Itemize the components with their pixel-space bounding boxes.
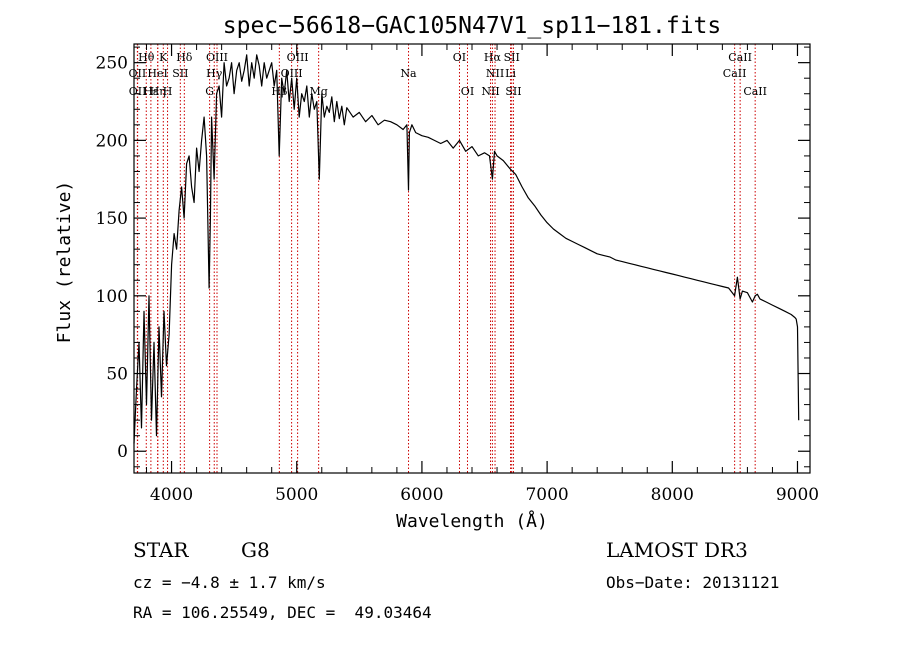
spectral-line-label: H (163, 85, 173, 98)
object-class: STAR (133, 538, 189, 562)
spectral-line-markers (136, 44, 756, 473)
observation-date: Obs−Date: 20131121 (606, 573, 780, 592)
redshift-value: cz = −4.8 ± 1.7 km/s (133, 573, 326, 592)
y-axis-ticks: 0 50 100 150 200 250 (96, 46, 810, 468)
x-tick-label: 7000 (525, 485, 568, 505)
spectral-line-label: Hε (143, 85, 159, 98)
spectral-line-label: OI (453, 51, 466, 64)
y-tick-label: 100 (96, 287, 128, 307)
spectral-line-label: NII (486, 67, 504, 80)
flux-series-line (133, 54, 800, 444)
spectral-line-label: SII (172, 67, 188, 80)
x-axis-label: Wavelength (Å) (396, 510, 548, 532)
spectral-line-label: HeI (147, 67, 167, 80)
survey-name: LAMOST DR3 (606, 538, 748, 562)
spectral-line-label: CaII (723, 67, 747, 80)
spectral-line-label: Hα (484, 51, 502, 64)
sky-coordinates: RA = 106.25549, DEC = 49.03464 (133, 603, 432, 622)
spectral-line-label: OII (129, 85, 147, 98)
x-tick-label: 4000 (150, 485, 193, 505)
spectral-line-label: SII (504, 51, 520, 64)
spectral-line-label: CaII (743, 85, 767, 98)
spectral-line-label: Hη (150, 85, 166, 98)
spectral-line-label: OIII (287, 51, 309, 64)
spectral-line-label: K (159, 51, 168, 64)
y-tick-label: 250 (96, 54, 128, 74)
x-tick-label: 5000 (275, 485, 318, 505)
spectral-line-label: Hγ (206, 67, 223, 80)
spectral-line-label: Mg (309, 85, 327, 98)
spectral-line-label: OII (129, 67, 147, 80)
y-tick-label: 0 (117, 442, 128, 462)
x-tick-label: 6000 (400, 485, 443, 505)
plot-frame (133, 43, 811, 474)
object-subclass: G8 (241, 538, 270, 562)
spectral-line-label: OI (461, 85, 474, 98)
x-tick-label: 8000 (651, 485, 694, 505)
spectral-line-label: G (205, 85, 214, 98)
spectral-line-label: Li (505, 67, 516, 80)
spectral-line-label: CaII (728, 51, 752, 64)
spectral-line-label: SII (505, 85, 521, 98)
spectral-line-label: Na (400, 67, 417, 80)
spectral-line-label: OIII (206, 51, 228, 64)
spectral-line-label: Hθ (138, 51, 155, 64)
spectral-line-label: Hδ (176, 51, 193, 64)
y-tick-label: 50 (106, 365, 128, 385)
y-tick-label: 200 (96, 131, 128, 151)
x-axis-ticks: 4000 5000 6000 7000 8000 9000 (146, 44, 819, 505)
x-tick-label: 9000 (776, 485, 819, 505)
chart-title: spec−56618−GAC105N47V1_sp11−181.fits (223, 13, 722, 39)
spectral-line-label: NII (481, 85, 499, 98)
y-tick-label: 150 (96, 209, 128, 229)
y-axis-label: Flux (relative) (54, 181, 75, 344)
